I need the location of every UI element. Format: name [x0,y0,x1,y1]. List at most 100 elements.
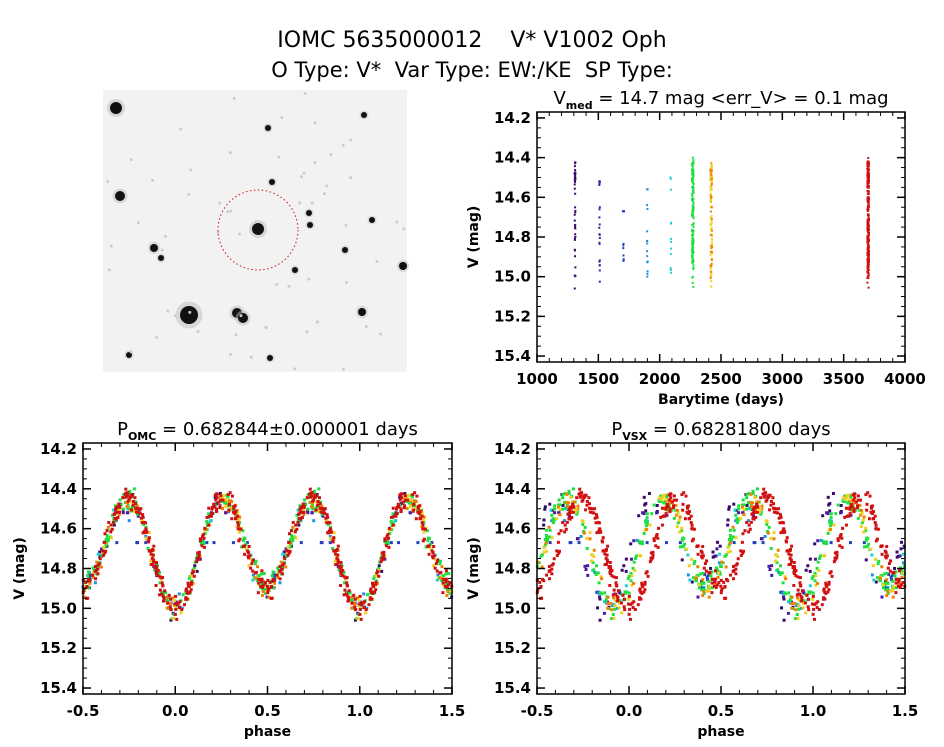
faint-star [313,121,317,125]
data-point [312,489,316,493]
data-point [244,547,248,551]
data-point [580,491,584,495]
data-point [707,573,711,577]
data-point [291,520,295,524]
data-point [681,502,685,506]
y-tick-label: 15.4 [40,679,77,697]
data-point [563,500,567,504]
data-point [296,520,300,524]
data-point [298,507,302,511]
data-point [386,540,390,544]
data-point [826,590,830,594]
data-point [891,579,895,583]
data-point [814,583,818,587]
data-point [789,553,793,557]
data-point [718,544,722,548]
data-point [231,508,235,512]
data-point [329,536,333,540]
data-point [321,514,325,518]
data-point [832,560,836,564]
data-point [98,557,102,561]
data-point [670,500,674,504]
data-point [224,511,228,515]
data-point [696,565,700,569]
data-point [115,505,119,509]
data-point [778,571,782,575]
data-point [717,581,721,585]
data-point [422,530,426,534]
data-point [382,553,386,557]
data-point [272,575,276,579]
data-point [632,581,636,585]
data-point [759,512,763,516]
data-point [166,601,170,605]
data-point [543,537,547,541]
data-point [680,526,684,530]
data-point [802,591,806,595]
data-point [380,558,384,562]
data-point [583,495,587,499]
data-point [796,616,800,620]
data-point [370,597,374,601]
data-point [816,560,820,564]
data-point [177,601,181,605]
data-point [111,520,115,524]
data-point [731,565,735,569]
data-point [581,498,585,502]
data-point [261,585,265,589]
data-point [710,273,713,276]
data-point [345,581,349,585]
data-point [856,494,860,498]
data-point [709,566,713,570]
data-point [630,574,634,578]
data-point [710,163,713,166]
data-point [856,498,860,502]
data-point [756,505,760,509]
data-point [675,498,679,502]
faint-star [129,350,133,354]
data-point [448,581,452,585]
data-point [889,559,893,563]
data-point [898,554,902,558]
data-point [136,512,140,516]
data-point [243,552,247,556]
data-point [691,180,694,183]
data-point [435,569,439,573]
data-point [691,168,694,171]
star [158,255,164,261]
data-point [305,496,309,500]
data-point [212,505,216,509]
data-point [798,576,802,580]
data-point [567,507,571,511]
data-point [866,163,869,166]
y-tick-label: 14.6 [494,188,531,206]
faint-star [136,221,140,225]
data-point [709,179,712,182]
data-point [622,210,625,213]
data-point [302,505,306,509]
data-point [447,572,451,576]
data-point [901,571,905,575]
data-point [430,541,434,545]
data-point [602,611,606,615]
data-point [214,510,218,514]
data-point [838,544,842,548]
data-point [751,491,755,495]
data-point [375,571,379,575]
data-point [709,216,712,219]
data-point [555,516,559,520]
faint-star [344,223,348,227]
star [267,355,273,361]
star [252,223,264,235]
data-point [710,244,713,247]
data-point [867,262,870,265]
data-point [332,531,336,535]
faint-star [239,314,243,318]
data-point [539,585,543,589]
data-point [421,523,425,527]
data-point [249,557,253,561]
data-point [798,581,802,585]
data-point [691,193,694,196]
data-point [387,528,391,532]
data-point [793,602,797,606]
